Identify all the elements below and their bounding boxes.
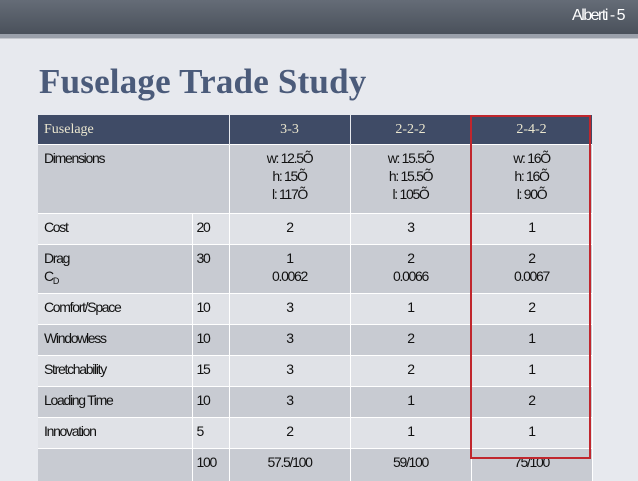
row-weight: 10 xyxy=(192,387,229,418)
row-weight: 20 xyxy=(192,214,229,245)
column-header-3-3: 3-3 xyxy=(229,115,350,145)
cell-value: 1 xyxy=(471,356,592,387)
cell-value: 2 xyxy=(471,387,592,418)
total-row: 100 57.5/100 59/100 75/100 xyxy=(38,449,592,481)
trade-study-table: Fuselage 3-3 2-2-2 2-4-2 Dimensions w: 1… xyxy=(38,115,593,481)
row-label: Loading Time xyxy=(38,387,192,418)
dimension-height: h: 16Õ xyxy=(472,167,592,185)
table-row: Cost 20 2 3 1 xyxy=(38,214,592,245)
total-score: 75/100 xyxy=(471,449,592,481)
cell-value: 2 xyxy=(229,418,350,449)
cd-label: CD xyxy=(44,267,192,287)
dimension-height: h: 15.5Õ xyxy=(351,167,471,185)
table-row: Windowless 10 3 2 1 xyxy=(38,325,592,356)
row-label: Stretchability xyxy=(38,356,192,387)
drag-score: 2 xyxy=(472,249,592,267)
cell-value: 3 xyxy=(350,214,471,245)
row-label: Innovation xyxy=(38,418,192,449)
cell-value: 3 xyxy=(229,356,350,387)
cell-value: w: 12.5Õ h: 15Õ l: 117Õ xyxy=(229,145,350,214)
column-header-2-4-2: 2-4-2 xyxy=(471,115,592,145)
row-weight: 15 xyxy=(192,356,229,387)
cell-value: 2 xyxy=(229,214,350,245)
cell-value: 1 xyxy=(471,325,592,356)
cell-value: 1 xyxy=(471,418,592,449)
cell-value: 2 0.0067 xyxy=(471,245,592,294)
cell-value: 3 xyxy=(229,294,350,325)
total-score: 59/100 xyxy=(350,449,471,481)
dimension-length: l: 117Õ xyxy=(230,185,350,203)
slide-title: Fuselage Trade Study xyxy=(39,62,366,102)
cell-value: 2 0.0066 xyxy=(350,245,471,294)
column-header-fuselage: Fuselage xyxy=(38,115,229,145)
cell-value: 1 xyxy=(471,214,592,245)
row-label: Windowless xyxy=(38,325,192,356)
drag-cd: 0.0067 xyxy=(472,267,592,285)
row-weight: 30 xyxy=(192,245,229,294)
column-header-2-2-2: 2-2-2 xyxy=(350,115,471,145)
cell-value: w: 16Õ h: 16Õ l: 90Õ xyxy=(471,145,592,214)
table-row: Dimensions w: 12.5Õ h: 15Õ l: 117Õ w: 15… xyxy=(38,145,592,214)
slide-header: Alberti - 5 xyxy=(572,7,624,25)
cell-value: 2 xyxy=(350,356,471,387)
drag-score: 2 xyxy=(351,249,471,267)
top-bar xyxy=(0,0,638,34)
row-weight: 10 xyxy=(192,294,229,325)
row-label xyxy=(38,449,192,481)
table-row: Comfort/Space 10 3 1 2 xyxy=(38,294,592,325)
table-row: Loading Time 10 3 1 2 xyxy=(38,387,592,418)
table-header-row: Fuselage 3-3 2-2-2 2-4-2 xyxy=(38,115,592,145)
drag-label: Drag xyxy=(44,249,192,267)
drag-cd: 0.0062 xyxy=(230,267,350,285)
row-weight: 10 xyxy=(192,325,229,356)
row-label: Dimensions xyxy=(38,145,229,214)
cell-value: 1 0.0062 xyxy=(229,245,350,294)
row-weight: 100 xyxy=(192,449,229,481)
cell-value: 3 xyxy=(229,325,350,356)
cell-value: 1 xyxy=(350,294,471,325)
cell-value: 1 xyxy=(350,387,471,418)
cd-subscript: D xyxy=(53,276,58,286)
table-row: Stretchability 15 3 2 1 xyxy=(38,356,592,387)
row-label: Cost xyxy=(38,214,192,245)
dimension-height: h: 15Õ xyxy=(230,167,350,185)
dimension-width: w: 12.5Õ xyxy=(230,149,350,167)
cell-value: 2 xyxy=(471,294,592,325)
row-weight: 5 xyxy=(192,418,229,449)
dimension-length: l: 105Õ xyxy=(351,185,471,203)
dimension-length: l: 90Õ xyxy=(472,185,592,203)
table-row: Drag CD 30 1 0.0062 2 0.0066 2 0.0067 xyxy=(38,245,592,294)
dimension-width: w: 16Õ xyxy=(472,149,592,167)
dimension-width: w: 15.5Õ xyxy=(351,149,471,167)
table-row: Innovation 5 2 1 1 xyxy=(38,418,592,449)
drag-score: 1 xyxy=(230,249,350,267)
row-label: Comfort/Space xyxy=(38,294,192,325)
cell-value: w: 15.5Õ h: 15.5Õ l: 105Õ xyxy=(350,145,471,214)
row-label: Drag CD xyxy=(38,245,192,294)
total-score: 57.5/100 xyxy=(229,449,350,481)
cell-value: 3 xyxy=(229,387,350,418)
cell-value: 1 xyxy=(350,418,471,449)
cell-value: 2 xyxy=(350,325,471,356)
drag-cd: 0.0066 xyxy=(351,267,471,285)
divider xyxy=(0,38,638,39)
